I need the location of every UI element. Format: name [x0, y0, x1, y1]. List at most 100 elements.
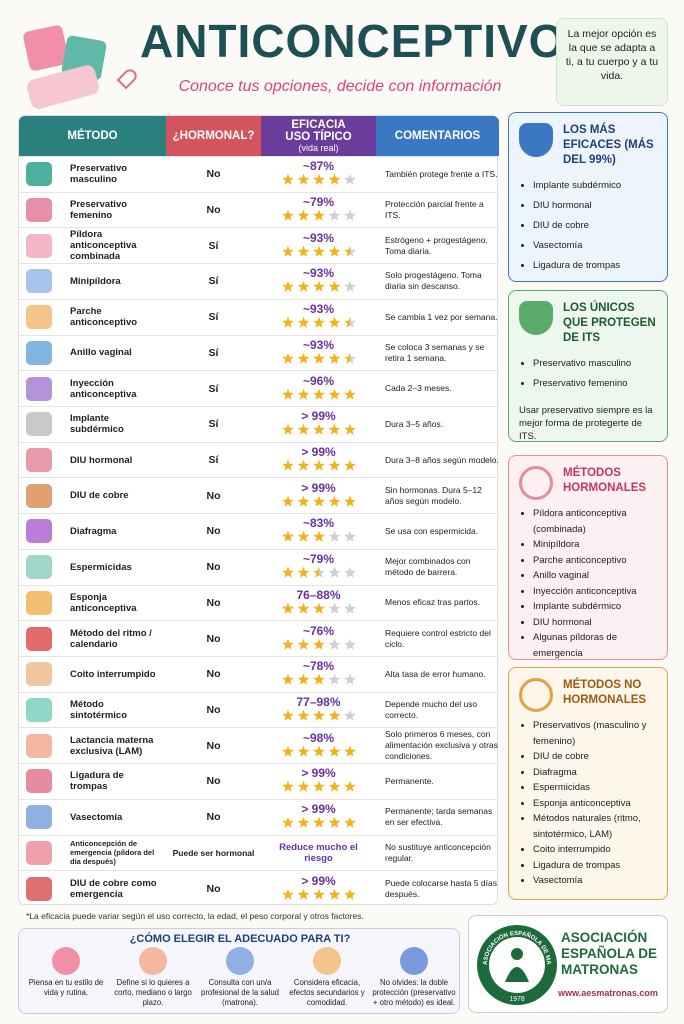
star	[343, 709, 356, 721]
star	[297, 888, 309, 900]
method-cell: Método sintotérmico	[19, 698, 166, 723]
hormonal: Sí	[208, 346, 219, 359]
efficacy-cell: ~79%	[261, 552, 376, 582]
box-item: Preservativos (masculino y femenino)	[533, 718, 657, 749]
star-rating	[281, 352, 356, 364]
column-title: MÉTODO	[67, 130, 118, 142]
star	[281, 388, 294, 400]
comment: Dura 3–8 años según modelo.	[385, 454, 499, 465]
column-title: EFICACIA USO TÍPICO	[285, 119, 352, 143]
star	[312, 531, 325, 543]
efficacy-cell: ~93%	[261, 302, 376, 332]
star	[312, 316, 325, 328]
table-row: Diafragma No ~83% Se usa con espermicida.	[19, 513, 499, 549]
box-icon	[519, 466, 553, 500]
box-item: Algunas píldoras de emergencia	[533, 630, 657, 661]
tips-box: ¿CÓMO ELEGIR EL ADECUADO PARA TI? Piensa …	[18, 928, 460, 1014]
star	[297, 495, 309, 507]
efficacy: > 99%	[301, 766, 336, 781]
table-row: Método sintotérmico No 77–98% Depende mucho…	[19, 691, 499, 728]
star	[281, 531, 294, 543]
hormonal: Sí	[208, 418, 219, 431]
method-name: Esponja anticonceptiva	[70, 591, 137, 614]
efficacy-cell: > 99%	[261, 766, 376, 796]
method-cell: Parche anticonceptivo	[19, 305, 166, 330]
method-name: Coito interrumpido	[70, 668, 156, 680]
method-name: Inyección anticonceptiva	[70, 377, 137, 400]
table-row: Espermicidas No ~79% Mejor combinados con m…	[19, 548, 499, 585]
comment: Se cambia 1 vez por semana.	[385, 311, 498, 322]
star-rating	[281, 888, 356, 900]
star	[312, 781, 325, 793]
box-item: DIU de cobre	[533, 216, 657, 236]
hormonal: No	[206, 596, 221, 609]
method-icon	[26, 805, 52, 830]
box-item: Anillo vaginal	[533, 568, 657, 584]
box-item: DIU de cobre	[533, 749, 657, 765]
box-item: Coito interrumpido	[533, 842, 657, 858]
star-rating	[281, 209, 356, 221]
method-icon	[26, 412, 52, 437]
comment: Se coloca 3 semanas y se retira 1 semana…	[385, 341, 485, 363]
method-cell: Coito interrumpido	[19, 662, 166, 687]
star	[312, 709, 325, 721]
star	[312, 816, 325, 828]
star	[328, 566, 340, 578]
star-rating	[281, 781, 356, 793]
star	[312, 423, 325, 436]
star	[281, 209, 294, 221]
efficacy-cell: ~87%	[261, 159, 376, 189]
comment: Permanente; tarda semanas en ser efectiv…	[385, 806, 493, 828]
hormonal: Sí	[208, 239, 219, 252]
efficacy: > 99%	[301, 409, 336, 424]
method-icon	[26, 448, 52, 473]
method-cell: Método del ritmo / calendario	[19, 626, 166, 651]
star	[312, 888, 325, 900]
method-cell: Lactancia materna exclusiva (LAM)	[19, 733, 166, 758]
method-name: Método del ritmo / calendario	[70, 627, 152, 650]
hormonal: No	[206, 204, 221, 217]
efficacy: ~79%	[302, 195, 335, 210]
sidebar-box: MÉTODOS NO HORMONALES Preservativos (masc…	[508, 667, 668, 900]
star	[297, 352, 309, 364]
comment: Cada 2–3 meses.	[385, 383, 452, 394]
hormonal: No	[206, 561, 221, 574]
star	[297, 388, 309, 400]
star	[343, 495, 356, 507]
box-item: Parche anticonceptivo	[533, 553, 657, 569]
box-icon	[519, 678, 553, 712]
box-item: Diafragma	[533, 765, 657, 781]
efficacy: ~76%	[302, 623, 335, 638]
box-list: Píldora anticonceptiva (combinada)Minipí…	[519, 506, 657, 661]
column-header: EFICACIA USO TÍPICO (vida real)	[261, 116, 376, 156]
logo-year: 1978	[509, 996, 525, 1003]
method-icon	[26, 269, 52, 294]
method-name: Lactancia materna exclusiva (LAM)	[70, 734, 154, 757]
hormonal: Puede ser hormonal	[172, 847, 255, 858]
star	[328, 673, 340, 686]
tip-text: No olvides: la doble protección (preserv…	[372, 978, 456, 1007]
comment: Solo progestágeno. Toma diaria sin desca…	[385, 270, 482, 292]
table-row: Coito interrumpido No ~78% Alta tasa de err…	[19, 656, 499, 692]
star	[312, 495, 325, 507]
method-name: DIU de cobre	[70, 490, 129, 502]
method-icon	[26, 876, 52, 901]
star	[312, 388, 325, 400]
method-cell: Minipíldora	[19, 269, 166, 294]
table-row: Método del ritmo / calendario No ~76% Requi…	[19, 620, 499, 656]
footnote: *La eficacia puede variar según el uso c…	[26, 911, 364, 921]
star	[281, 816, 294, 828]
efficacy: ~87%	[302, 159, 335, 174]
star-rating	[281, 566, 356, 578]
tip: Consulta con un/a profesional de la salu…	[197, 947, 283, 1008]
method-cell: Píldora anticonceptiva combinada	[19, 229, 166, 262]
box-icon	[519, 301, 553, 335]
method-name: Implante subdérmico	[70, 413, 124, 436]
star	[343, 673, 356, 686]
star	[343, 173, 356, 186]
star-rating	[281, 459, 356, 471]
tip-text: Piensa en tu estilo de vida y rutina.	[28, 978, 104, 997]
hormonal: No	[206, 525, 221, 538]
star	[328, 459, 340, 471]
